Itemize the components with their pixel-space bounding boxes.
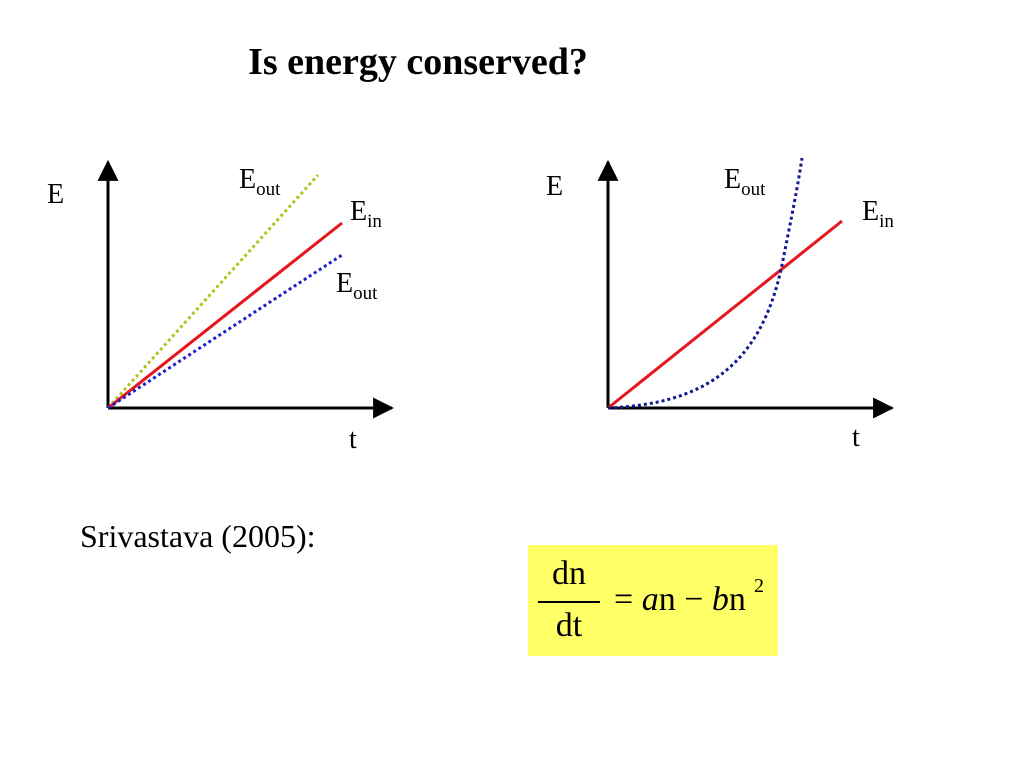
equation-numerator: dn xyxy=(552,555,586,592)
left-x-axis-label: t xyxy=(349,424,357,455)
left-e-out-high-label: Eout xyxy=(239,164,281,200)
right-e-in-label: Ein xyxy=(862,196,894,232)
citation: Srivastava (2005): xyxy=(80,518,316,554)
left-graph: E t Eout Ein Eout xyxy=(47,159,395,455)
right-graph: E t Eout Ein xyxy=(546,157,894,453)
right-y-axis-label: E xyxy=(546,171,563,202)
left-e-in-label: Ein xyxy=(350,196,382,232)
right-e-out-curve xyxy=(607,157,804,410)
coefficient-b: b xyxy=(711,581,729,618)
right-e-in-line xyxy=(607,219,843,410)
right-e-out-label: Eout xyxy=(724,164,766,200)
equation-denominator: dt xyxy=(555,607,583,644)
variable-n-second: n xyxy=(728,581,746,618)
variable-n-first: n xyxy=(658,581,676,618)
equation-exponent: 2 xyxy=(754,575,764,597)
left-e-in-line xyxy=(107,221,343,410)
right-x-axis-label: t xyxy=(852,422,860,453)
left-e-out-high-line xyxy=(106,173,320,410)
slide-title: Is energy conserved? xyxy=(248,41,588,83)
left-e-out-low-label: Eout xyxy=(336,268,378,304)
equation-box: dn dt = an − bn 2 xyxy=(528,545,778,656)
minus-sign: − xyxy=(684,581,704,618)
equals-sign: = xyxy=(614,581,634,618)
left-e-out-low-line xyxy=(107,253,343,410)
equation-right-side: = an − bn xyxy=(614,581,746,619)
fraction-bar xyxy=(538,601,600,603)
coefficient-a: a xyxy=(641,581,659,618)
left-y-axis-label: E xyxy=(47,179,64,210)
